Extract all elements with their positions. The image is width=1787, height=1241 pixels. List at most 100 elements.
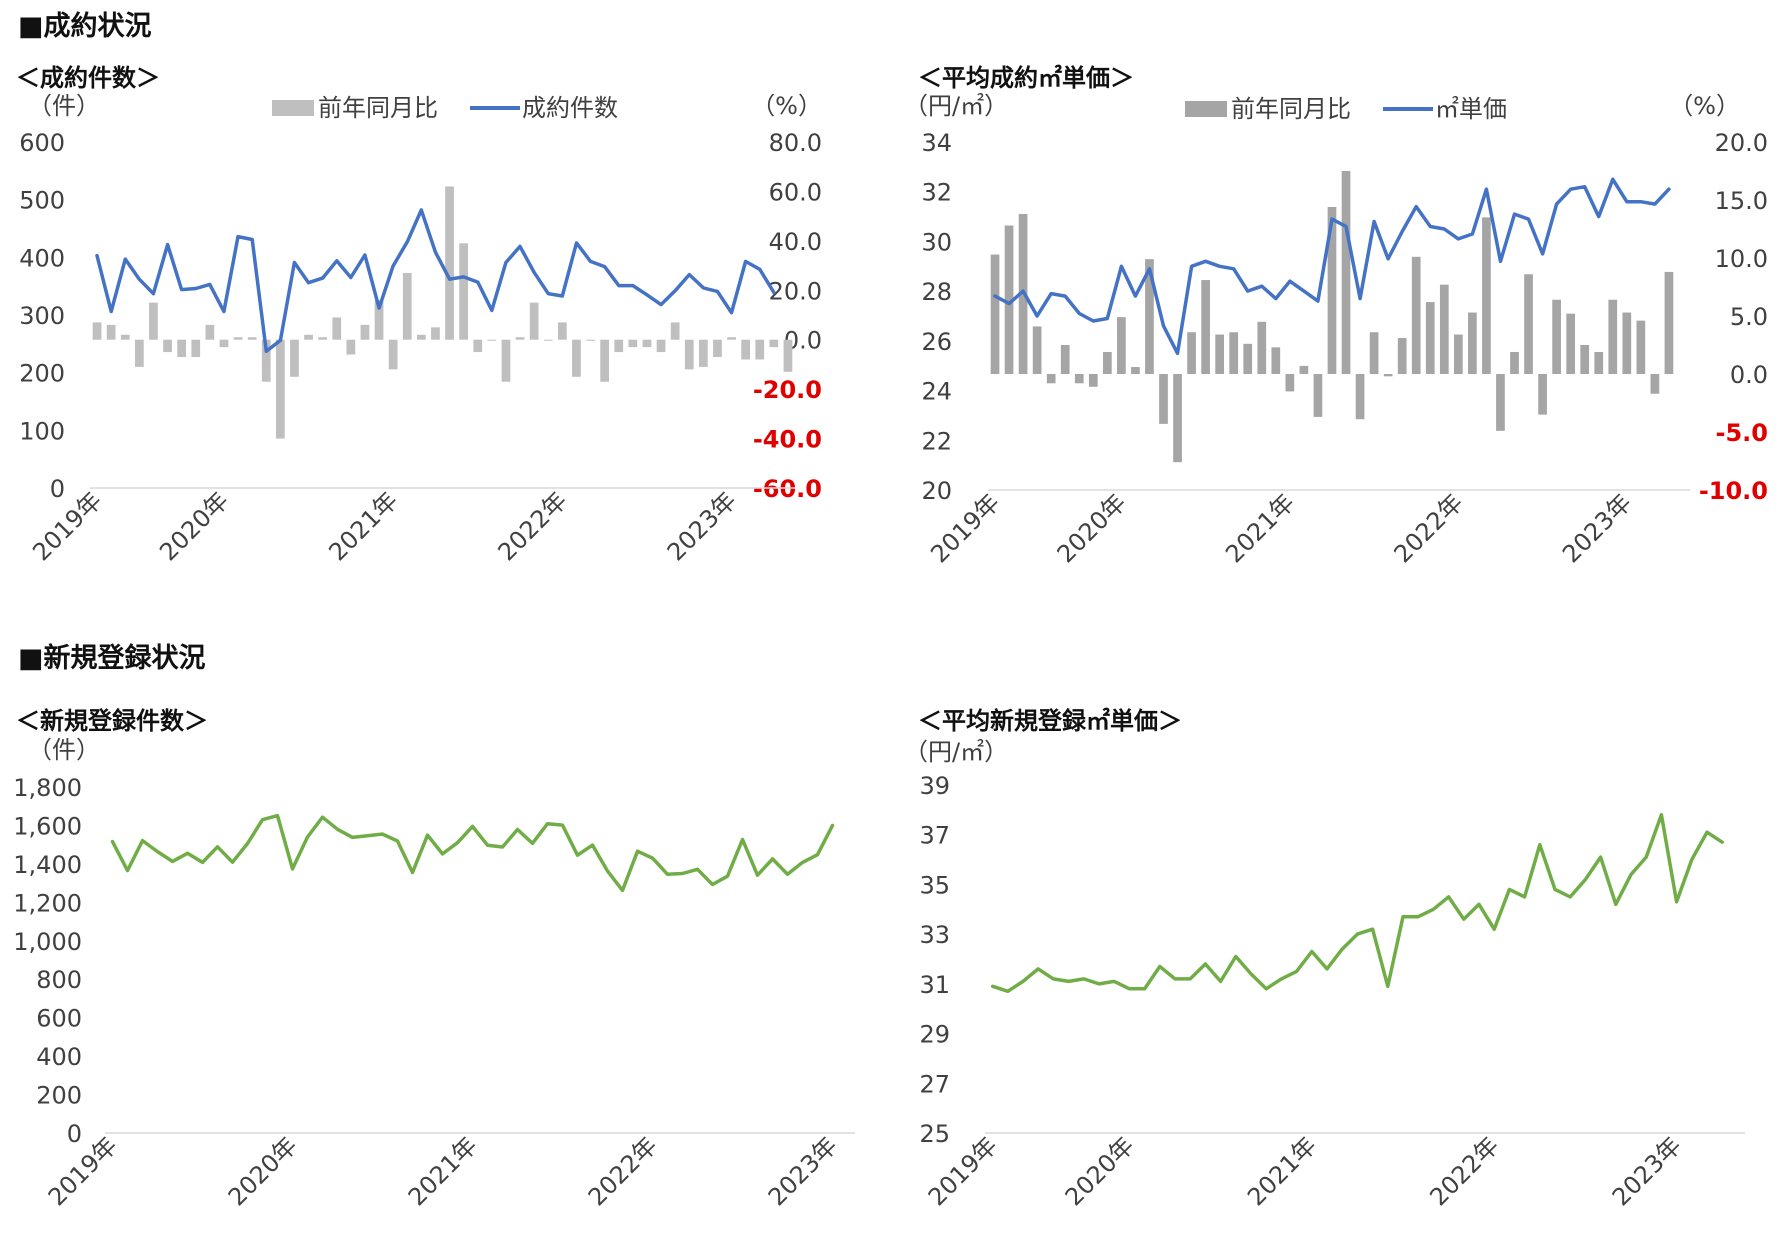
bar-yoy	[642, 339, 652, 348]
bar-yoy	[1355, 374, 1365, 420]
bar-yoy	[177, 339, 187, 358]
bar-yoy	[1102, 351, 1112, 374]
y-left-tick-label: 800	[36, 966, 82, 994]
bar-yoy	[163, 339, 172, 353]
bar-yoy	[755, 339, 765, 360]
bar-yoy	[515, 337, 525, 340]
y-left-unit-label: （円/㎡）	[904, 738, 1008, 766]
y-left-tick-label: 1,000	[13, 928, 82, 956]
bar-yoy	[191, 339, 201, 358]
bar-yoy	[1173, 374, 1182, 463]
bar-yoy	[247, 337, 257, 340]
legend-label-line: 成約件数	[522, 94, 618, 122]
y-right-tick-label: 0.0	[1730, 361, 1768, 389]
bar-yoy	[1524, 274, 1533, 374]
bar-yoy	[990, 254, 1000, 374]
legend-label-bar: 前年同月比	[1231, 95, 1351, 123]
bar-yoy	[727, 337, 736, 340]
bar-yoy	[1622, 312, 1632, 374]
bar-yoy	[360, 324, 370, 340]
x-tick-label: 2021年	[1242, 1131, 1322, 1211]
bar-yoy	[1299, 365, 1309, 374]
y-right-tick-label: 80.0	[769, 129, 822, 157]
y-left-tick-label: 0	[67, 1120, 82, 1148]
bar-yoy	[388, 339, 398, 370]
bar-yoy	[1482, 217, 1491, 374]
series-line	[993, 177, 1671, 356]
y-left-tick-label: 0	[50, 475, 65, 503]
y-left-tick-label: 1,600	[13, 812, 82, 840]
bar-yoy	[459, 243, 469, 340]
y-left-tick-label: 1,200	[13, 889, 82, 917]
bar-yoy	[1032, 326, 1042, 374]
y-left-tick-label: 400	[19, 244, 65, 272]
bar-yoy	[1369, 332, 1379, 374]
y-left-tick-label: 1,400	[13, 851, 82, 879]
y-right-tick-label: 10.0	[1715, 245, 1768, 273]
bar-yoy	[290, 339, 299, 377]
section-title-new-listings: ■新規登録状況	[18, 643, 206, 674]
bar-yoy	[698, 339, 708, 367]
bar-yoy	[1159, 374, 1168, 424]
y-left-tick-label: 600	[19, 129, 65, 157]
bar-yoy	[529, 302, 539, 340]
bar-yoy	[741, 339, 751, 360]
y-left-tick-label: 34	[921, 129, 952, 157]
y-left-tick-label: 32	[921, 179, 952, 207]
bar-yoy	[684, 339, 694, 370]
bar-yoy	[431, 327, 440, 340]
bar-yoy	[120, 334, 130, 340]
y-left-tick-label: 29	[919, 1021, 950, 1049]
bar-yoy	[670, 322, 680, 340]
x-tick-label: 2020年	[1052, 488, 1132, 568]
bar-yoy	[600, 339, 610, 382]
x-tick-label: 2023年	[1607, 1131, 1687, 1211]
x-tick-label: 2023年	[1557, 488, 1637, 568]
bar-yoy	[1271, 347, 1281, 374]
y-right-tick-label: 15.0	[1715, 187, 1768, 215]
bar-yoy	[1004, 225, 1014, 374]
bar-yoy	[1510, 351, 1519, 374]
bar-yoy	[106, 324, 116, 340]
bar-yoy	[543, 339, 553, 341]
y-left-tick-label: 200	[36, 1082, 82, 1110]
series-line	[110, 813, 835, 893]
y-left-tick-label: 400	[36, 1043, 82, 1071]
x-tick-label: 2020年	[223, 1131, 303, 1211]
y-left-tick-label: 200	[19, 360, 65, 388]
bar-yoy	[1327, 206, 1337, 374]
bar-yoy	[1383, 374, 1393, 377]
y-left-tick-label: 33	[919, 921, 950, 949]
bar-yoy	[1145, 259, 1154, 374]
bar-yoy	[205, 324, 215, 340]
legend-swatch-bar	[1185, 101, 1227, 117]
bar-yoy	[1131, 367, 1140, 374]
y-left-tick-label: 300	[19, 302, 65, 330]
bar-yoy	[1594, 351, 1604, 374]
y-left-tick-label: 31	[919, 971, 950, 999]
bar-yoy	[134, 339, 144, 367]
x-tick-label: 2021年	[403, 1131, 483, 1211]
bar-yoy	[1060, 345, 1070, 374]
bar-yoy	[1285, 374, 1295, 392]
chart-title-new-listing-unit-price: ＜平均新規登録㎡単価＞	[918, 707, 1182, 735]
bar-yoy	[233, 337, 243, 340]
bar-yoy	[402, 272, 412, 340]
bar-yoy	[219, 339, 229, 348]
bar-yoy	[1046, 374, 1056, 384]
y-left-tick-label: 500	[19, 187, 65, 215]
y-left-tick-label: 35	[919, 871, 950, 899]
bar-yoy	[1580, 345, 1590, 374]
y-right-tick-label: 20.0	[769, 277, 822, 305]
y-left-tick-label: 22	[921, 427, 952, 455]
y-right-tick-label: 5.0	[1730, 303, 1768, 331]
bar-yoy	[374, 300, 384, 340]
x-tick-label: 2022年	[1424, 1131, 1504, 1211]
bar-yoy	[445, 186, 454, 340]
bar-yoy	[1411, 256, 1421, 374]
bar-yoy	[275, 339, 285, 439]
bar-yoy	[572, 339, 581, 377]
bar-yoy	[416, 334, 426, 340]
bar-yoy	[783, 339, 793, 372]
